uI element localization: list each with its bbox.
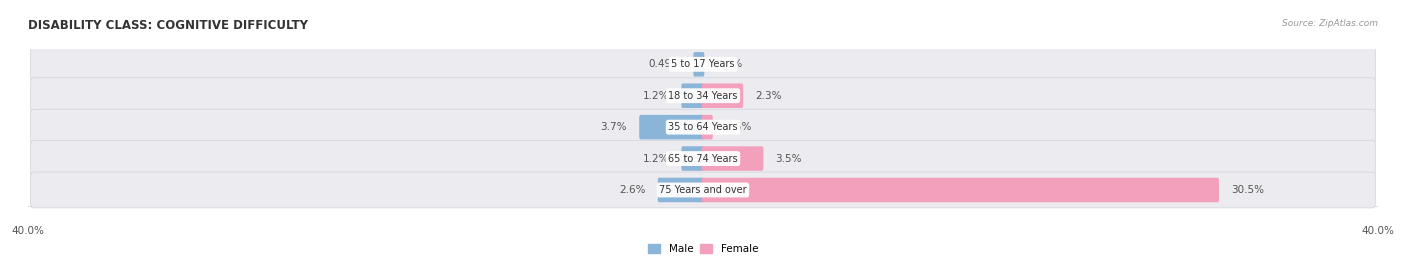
Text: 18 to 34 Years: 18 to 34 Years — [668, 91, 738, 101]
Text: 30.5%: 30.5% — [1232, 185, 1264, 195]
Text: 35 to 64 Years: 35 to 64 Years — [668, 122, 738, 132]
Text: 3.5%: 3.5% — [776, 154, 801, 164]
FancyBboxPatch shape — [31, 172, 1375, 208]
FancyBboxPatch shape — [31, 78, 1375, 114]
FancyBboxPatch shape — [702, 83, 744, 108]
Text: 2.6%: 2.6% — [619, 185, 645, 195]
Text: DISABILITY CLASS: COGNITIVE DIFFICULTY: DISABILITY CLASS: COGNITIVE DIFFICULTY — [28, 19, 308, 32]
Text: 65 to 74 Years: 65 to 74 Years — [668, 154, 738, 164]
FancyBboxPatch shape — [31, 46, 1375, 82]
Text: Source: ZipAtlas.com: Source: ZipAtlas.com — [1282, 19, 1378, 28]
FancyBboxPatch shape — [31, 141, 1375, 177]
Text: 1.2%: 1.2% — [643, 154, 669, 164]
FancyBboxPatch shape — [682, 146, 704, 171]
Text: 5 to 17 Years: 5 to 17 Years — [671, 59, 735, 69]
FancyBboxPatch shape — [702, 115, 713, 139]
FancyBboxPatch shape — [682, 83, 704, 108]
Text: 0.5%: 0.5% — [725, 122, 751, 132]
FancyBboxPatch shape — [658, 178, 704, 202]
Text: 0.49%: 0.49% — [648, 59, 682, 69]
Text: 3.7%: 3.7% — [600, 122, 627, 132]
Text: 75 Years and over: 75 Years and over — [659, 185, 747, 195]
Text: 1.2%: 1.2% — [643, 91, 669, 101]
FancyBboxPatch shape — [702, 178, 1219, 202]
Text: 2.3%: 2.3% — [755, 91, 782, 101]
FancyBboxPatch shape — [31, 109, 1375, 145]
FancyBboxPatch shape — [702, 146, 763, 171]
FancyBboxPatch shape — [640, 115, 704, 139]
Legend: Male, Female: Male, Female — [648, 244, 758, 254]
Text: 0.0%: 0.0% — [717, 59, 742, 69]
FancyBboxPatch shape — [693, 52, 704, 77]
